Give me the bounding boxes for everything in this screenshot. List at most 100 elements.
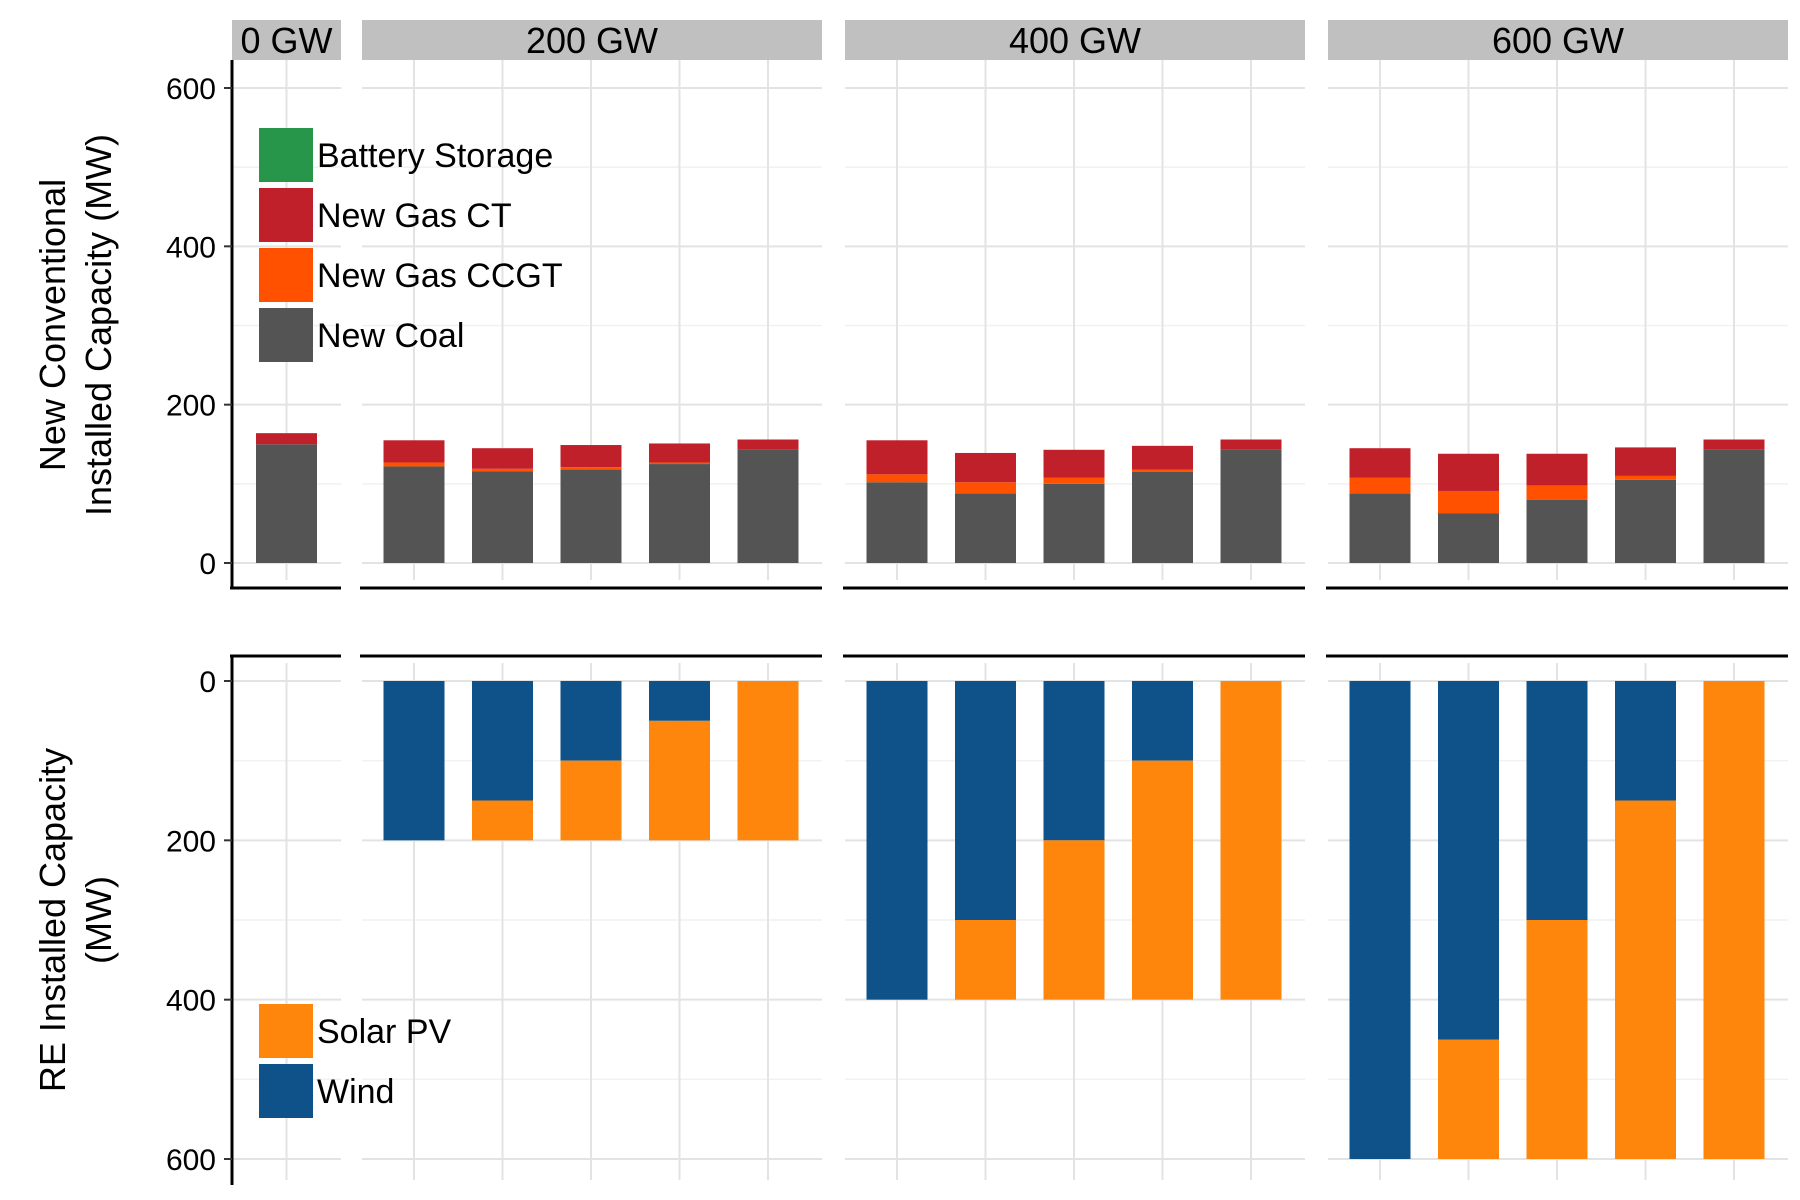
top-bar-new-gas-ct: [649, 443, 710, 463]
top-bar-new-coal: [1615, 479, 1676, 563]
top-bar-new-gas-ccgt: [1526, 485, 1588, 500]
bottom-bar-wind: [955, 681, 1016, 920]
top-bar-new-gas-ccgt: [1132, 469, 1193, 472]
top-bar-new-gas-ct: [1132, 445, 1193, 470]
top-bar-new-coal: [1438, 513, 1499, 563]
top-y-tick-label: 0: [199, 548, 216, 581]
bottom-bar-solar-pv: [955, 920, 1016, 1000]
bottom-bar-solar-pv: [560, 760, 622, 841]
bottom-bar-wind: [560, 681, 622, 761]
top-y-axis-title: New Conventional Installed Capacity (MW): [32, 134, 119, 516]
top-legend-label: Battery Storage: [317, 137, 553, 175]
bottom-bar-solar-pv: [1220, 681, 1282, 1000]
top-bar-new-gas-ccgt: [1349, 477, 1411, 494]
bottom-y-axis-title-line: RE Installed Capacity: [32, 748, 73, 1092]
top-bar-new-coal: [472, 471, 533, 563]
top-bar-new-coal: [1132, 471, 1193, 563]
top-bar-new-gas-ccgt: [1043, 477, 1105, 484]
bottom-legend-swatch: [259, 1064, 313, 1118]
bottom-bar-solar-pv: [649, 720, 710, 841]
bottom-y-tick-label: 0: [199, 666, 216, 699]
top-legend-label: New Gas CCGT: [317, 257, 563, 295]
bottom-bar-wind: [1438, 681, 1499, 1040]
top-bar-new-gas-ccgt: [1615, 475, 1676, 480]
bottom-bar-solar-pv: [1526, 920, 1588, 1159]
bottom-bar-solar-pv: [1615, 800, 1676, 1159]
axes-layer: 0 200 400 600 0 200 400 600: [166, 60, 1788, 1185]
facet-strip: [845, 20, 1305, 60]
bottom-bar-solar-pv: [737, 681, 799, 841]
facet-strip: [1328, 20, 1788, 60]
top-bar-new-coal: [1703, 449, 1765, 563]
top-bar-new-gas-ct: [472, 448, 533, 469]
top-bar-new-gas-ct: [1043, 449, 1105, 478]
bars-layer: [256, 433, 1765, 1159]
bottom-y-tick-label: 600: [166, 1144, 216, 1177]
bottom-bar-wind: [472, 681, 533, 801]
top-bar-new-gas-ct: [737, 439, 799, 450]
facet-label: 600 GW: [1492, 20, 1624, 61]
top-y-tick-label: 200: [166, 390, 216, 423]
facet-label: 0 GW: [240, 20, 332, 61]
top-bar-new-coal: [1526, 499, 1588, 563]
top-bar-new-gas-ct: [383, 440, 445, 463]
top-bar-new-gas-ct: [256, 433, 317, 445]
bottom-legend-label: Wind: [317, 1073, 394, 1111]
top-legend-swatch: [259, 308, 313, 362]
bottom-bar-wind: [383, 681, 445, 841]
top-bar-new-gas-ct: [1220, 439, 1282, 450]
bottom-bar-wind: [1349, 681, 1411, 1159]
top-bar-new-coal: [955, 493, 1016, 563]
bottom-y-axis-title-line: (MW): [78, 876, 119, 964]
top-bar-new-coal: [1043, 483, 1105, 563]
bottom-y-tick-label: 400: [166, 985, 216, 1018]
bottom-bar-wind: [1615, 681, 1676, 801]
top-y-axis-title-line: Installed Capacity (MW): [78, 134, 119, 516]
facet-strips: 0 GW 200 GW 400 GW 600 GW: [232, 20, 1788, 61]
top-bar-new-gas-ccgt: [866, 474, 928, 483]
bottom-bar-solar-pv: [1043, 840, 1105, 1000]
top-y-axis-title-line: New Conventional: [32, 179, 73, 471]
bottom-bar-solar-pv: [1132, 760, 1193, 1000]
top-bar-new-gas-ccgt: [383, 462, 445, 467]
top-bar-new-gas-ct: [1703, 439, 1765, 450]
top-bar-new-coal: [737, 449, 799, 563]
facet-label: 400 GW: [1009, 20, 1141, 61]
bottom-bar-solar-pv: [472, 800, 533, 841]
bottom-y-axis-title: RE Installed Capacity (MW): [32, 748, 119, 1092]
legend-layer: Battery Storage New Gas CT New Gas CCGT New…: [259, 128, 563, 1118]
top-legend-label: New Coal: [317, 317, 464, 355]
top-legend-swatch: [259, 128, 313, 182]
top-legend-swatch: [259, 188, 313, 242]
top-bar-new-gas-ct: [560, 445, 622, 468]
top-bar-new-coal: [256, 444, 317, 563]
bottom-bar-wind: [649, 681, 710, 721]
bottom-bar-wind: [1043, 681, 1105, 841]
top-bar-new-gas-ccgt: [955, 482, 1016, 494]
bottom-legend-label: Solar PV: [317, 1013, 451, 1051]
top-bar-new-gas-ct: [1438, 453, 1499, 491]
top-bar-new-gas-ct: [1615, 447, 1676, 476]
bottom-y-tick-label: 200: [166, 825, 216, 858]
bottom-bar-solar-pv: [1438, 1039, 1499, 1159]
top-y-tick-label: 600: [166, 73, 216, 106]
facet-strip: [362, 20, 822, 60]
top-bar-new-gas-ccgt: [560, 467, 622, 470]
top-bar-new-coal: [560, 469, 622, 563]
bottom-bar-solar-pv: [1703, 681, 1765, 1159]
facet-strip: [232, 20, 341, 60]
facet-label: 200 GW: [526, 20, 658, 61]
top-bar-new-gas-ccgt: [472, 468, 533, 472]
top-bar-new-coal: [1220, 449, 1282, 563]
top-bar-new-coal: [1349, 493, 1411, 563]
bottom-bar-wind: [1132, 681, 1193, 761]
top-bar-new-gas-ct: [1526, 453, 1588, 486]
top-legend-swatch: [259, 248, 313, 302]
bottom-legend-swatch: [259, 1004, 313, 1058]
top-bar-new-gas-ccgt: [1438, 490, 1499, 514]
top-bar-new-gas-ct: [1349, 448, 1411, 478]
top-y-tick-label: 400: [166, 231, 216, 264]
top-bar-new-gas-ct: [866, 440, 928, 475]
top-bar-new-coal: [383, 466, 445, 563]
